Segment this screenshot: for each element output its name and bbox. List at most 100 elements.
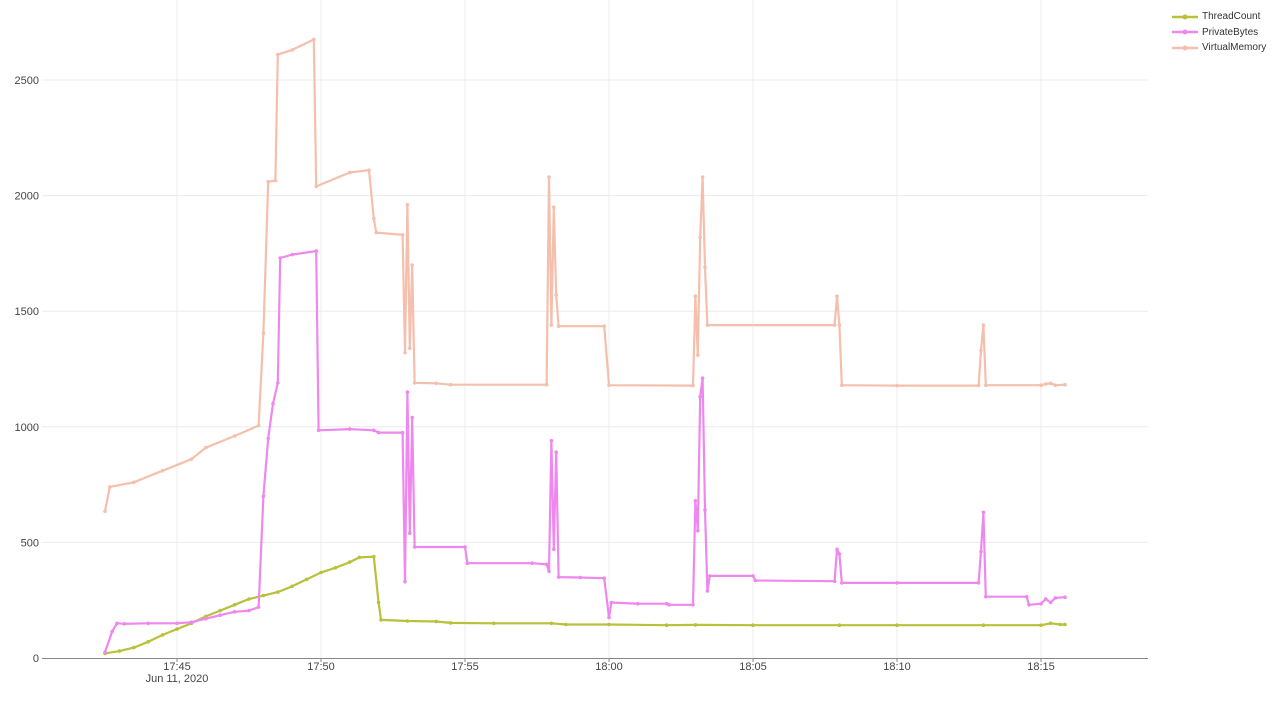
- data-point: [547, 175, 551, 179]
- data-point: [832, 579, 837, 583]
- data-point: [256, 605, 261, 609]
- data-point: [549, 323, 554, 327]
- data-point: [367, 168, 371, 172]
- data-point: [547, 569, 551, 574]
- series-virtualmemory: [103, 37, 1067, 513]
- data-point: [700, 175, 705, 179]
- data-point: [703, 265, 707, 270]
- data-point: [261, 593, 266, 598]
- data-point: [556, 575, 561, 579]
- legend-label: VirtualMemory: [1202, 42, 1267, 54]
- data-point: [696, 529, 700, 533]
- data-point: [117, 649, 122, 653]
- series-privatebytes: [103, 249, 1067, 654]
- data-point: [1058, 622, 1062, 627]
- data-point: [1044, 382, 1048, 386]
- data-point: [103, 650, 107, 654]
- data-point: [314, 249, 319, 253]
- data-point: [979, 549, 983, 554]
- legend-swatch: [1172, 29, 1198, 35]
- x-tick-labels: 17:45 17:50 17:55 18:00 18:05 18:10 18:15: [163, 658, 1055, 673]
- data-point: [146, 621, 150, 626]
- data-point: [304, 577, 309, 582]
- legend-item[interactable]: VirtualMemory: [1172, 40, 1266, 56]
- data-point: [981, 323, 986, 327]
- data-point: [189, 457, 194, 462]
- data-point: [204, 616, 208, 621]
- y-tick-label: 0: [33, 653, 39, 665]
- data-point: [552, 205, 556, 209]
- legend-swatch: [1172, 45, 1198, 51]
- data-point: [691, 603, 695, 607]
- data-point: [412, 545, 417, 549]
- legend-item[interactable]: PrivateBytes: [1172, 25, 1266, 41]
- data-point: [564, 622, 568, 627]
- data-point: [976, 383, 981, 388]
- data-point: [146, 640, 150, 644]
- data-point: [753, 578, 758, 583]
- data-point: [832, 323, 837, 327]
- y-tick-label: 2000: [15, 191, 39, 203]
- data-point: [266, 179, 271, 184]
- data-point: [408, 531, 412, 535]
- legend-label: PrivateBytes: [1202, 26, 1259, 38]
- data-point: [348, 427, 352, 431]
- data-point: [1039, 383, 1043, 388]
- data-point: [403, 351, 407, 355]
- data-point: [376, 430, 381, 435]
- data-point: [609, 600, 614, 605]
- data-point: [667, 603, 671, 607]
- x-tick-label: 17:55: [451, 661, 479, 673]
- data-point: [696, 353, 700, 357]
- data-point: [115, 621, 119, 626]
- data-point: [276, 381, 280, 385]
- data-point: [232, 610, 237, 614]
- data-point: [400, 430, 405, 435]
- data-point: [984, 594, 988, 599]
- legend-swatch: [1172, 14, 1198, 20]
- data-point: [607, 615, 611, 620]
- data-point: [544, 382, 549, 387]
- x-tick-label: 18:15: [1027, 661, 1055, 673]
- data-point: [895, 581, 899, 585]
- data-point: [751, 623, 755, 627]
- data-point: [693, 623, 698, 627]
- data-point: [261, 331, 266, 336]
- data-point: [664, 623, 669, 627]
- data-point: [312, 37, 316, 42]
- data-point: [1053, 596, 1058, 600]
- data-point: [232, 434, 237, 438]
- x-date-label: Jun 11, 2020: [146, 673, 209, 685]
- data-point: [434, 619, 439, 624]
- data-point: [412, 381, 417, 385]
- data-point: [556, 324, 561, 329]
- data-point: [984, 383, 988, 388]
- data-point: [405, 619, 410, 623]
- data-point: [465, 561, 470, 565]
- data-point: [837, 623, 842, 627]
- data-point: [434, 381, 439, 386]
- legend-item[interactable]: ThreadCount: [1172, 9, 1266, 25]
- data-point: [1063, 595, 1067, 599]
- series-line: [104, 555, 1065, 655]
- data-point: [410, 263, 415, 267]
- y-tick-labels: 0 500 1000 1500 2000 2500: [15, 75, 39, 665]
- legend: ThreadCount PrivateBytes VirtualMemory: [1172, 9, 1266, 56]
- data-point: [405, 203, 410, 207]
- data-point: [160, 633, 165, 637]
- data-point: [1039, 623, 1043, 627]
- data-point: [698, 235, 702, 239]
- x-tick-label: 17:45: [163, 661, 191, 673]
- y-tick-label: 1000: [15, 422, 39, 434]
- data-point: [636, 601, 640, 606]
- data-point: [132, 645, 136, 650]
- data-point: [122, 622, 126, 626]
- data-point: [837, 323, 842, 327]
- data-point: [204, 445, 208, 450]
- x-tick-label: 18:10: [883, 661, 911, 673]
- data-point: [1048, 621, 1053, 626]
- data-point: [549, 438, 554, 443]
- data-point: [578, 575, 582, 580]
- data-point: [175, 627, 179, 631]
